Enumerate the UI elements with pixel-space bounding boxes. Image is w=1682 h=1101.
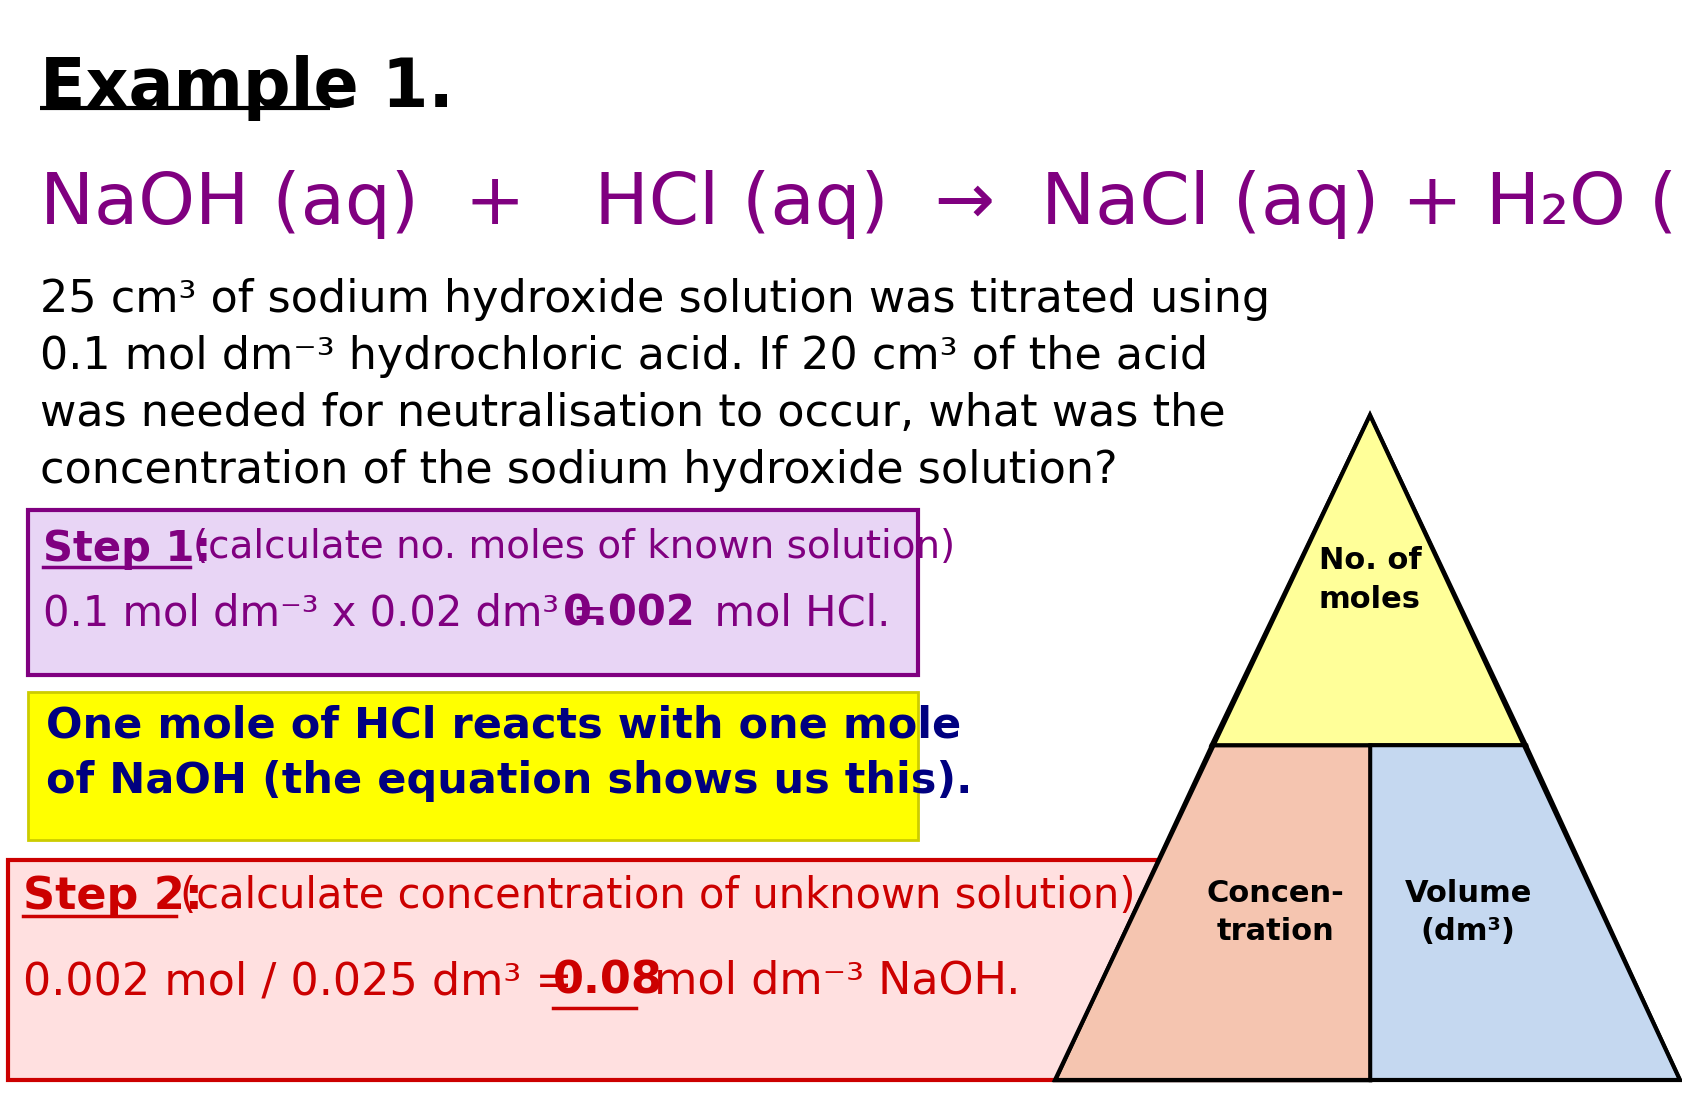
Text: mol HCl.: mol HCl.	[688, 592, 890, 634]
Text: Example 1.: Example 1.	[40, 55, 454, 121]
Text: NaOH (aq)  +   HCl (aq)  →  NaCl (aq) + H₂O (l): NaOH (aq) + HCl (aq) → NaCl (aq) + H₂O (…	[40, 170, 1682, 239]
Text: was needed for neutralisation to occur, what was the: was needed for neutralisation to occur, …	[40, 392, 1226, 435]
Polygon shape	[1055, 745, 1371, 1080]
Text: Concen-
tration: Concen- tration	[1206, 879, 1344, 946]
Text: One mole of HCl reacts with one mole: One mole of HCl reacts with one mole	[45, 704, 960, 746]
Text: 0.002 mol / 0.025 dm³ =: 0.002 mol / 0.025 dm³ =	[24, 960, 587, 1003]
Text: mol dm⁻³ NaOH.: mol dm⁻³ NaOH.	[639, 960, 1021, 1003]
Text: Step 1:: Step 1:	[44, 528, 212, 570]
Text: No. of
moles: No. of moles	[1319, 546, 1421, 613]
Text: concentration of the sodium hydroxide solution?: concentration of the sodium hydroxide so…	[40, 449, 1117, 492]
Text: (calculate no. moles of known solution): (calculate no. moles of known solution)	[193, 528, 955, 566]
FancyBboxPatch shape	[29, 510, 918, 675]
Text: Step 2:: Step 2:	[24, 875, 204, 918]
Text: 0.1 mol dm⁻³ hydrochloric acid. If 20 cm³ of the acid: 0.1 mol dm⁻³ hydrochloric acid. If 20 cm…	[40, 335, 1208, 378]
Polygon shape	[1211, 415, 1526, 745]
Polygon shape	[1371, 745, 1680, 1080]
Text: (calculate concentration of unknown solution): (calculate concentration of unknown solu…	[180, 875, 1135, 917]
Text: 25 cm³ of sodium hydroxide solution was titrated using: 25 cm³ of sodium hydroxide solution was …	[40, 277, 1270, 321]
Text: of NaOH (the equation shows us this).: of NaOH (the equation shows us this).	[45, 760, 972, 802]
FancyBboxPatch shape	[29, 693, 918, 840]
FancyBboxPatch shape	[8, 860, 1319, 1080]
Text: Volume
(dm³): Volume (dm³)	[1404, 879, 1532, 946]
Text: 0.08: 0.08	[553, 960, 663, 1003]
Text: 0.002: 0.002	[563, 592, 695, 634]
Text: 0.1 mol dm⁻³ x 0.02 dm³ =: 0.1 mol dm⁻³ x 0.02 dm³ =	[44, 592, 621, 634]
